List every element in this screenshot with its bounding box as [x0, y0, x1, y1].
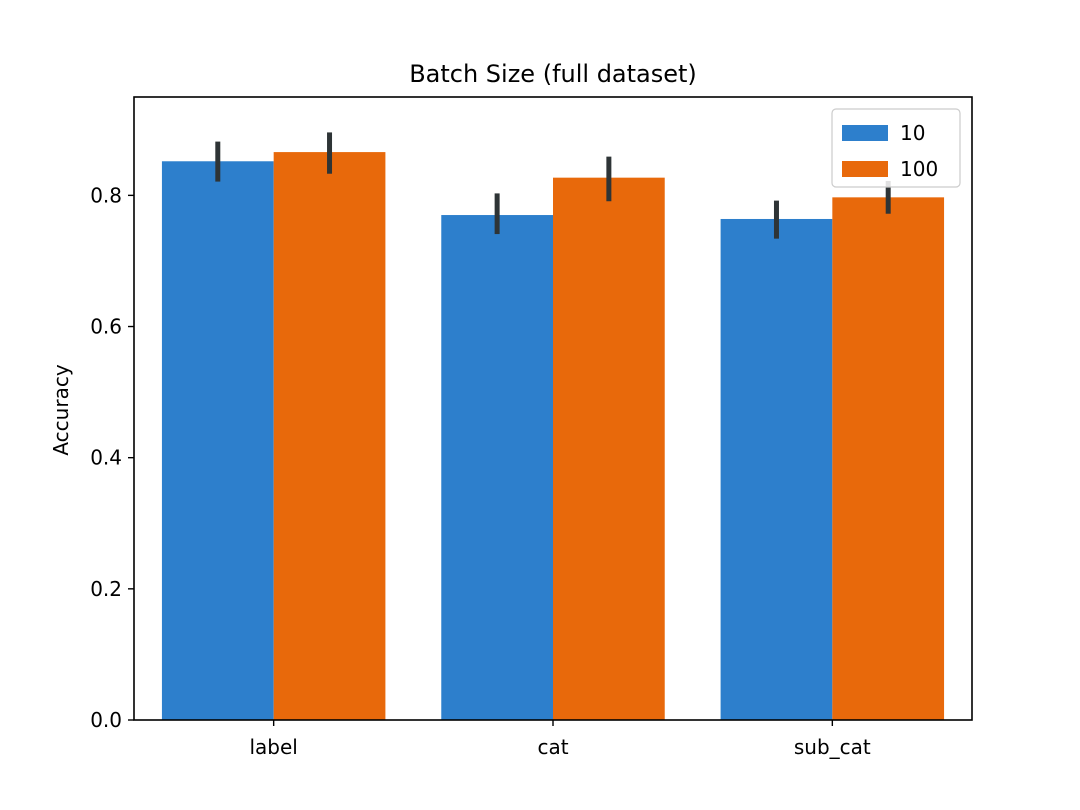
y-axis: 0.0 0.2 0.4 0.6 0.8 — [90, 183, 134, 732]
y-tick-label: 0.6 — [90, 315, 122, 339]
legend-label-100: 100 — [900, 157, 938, 181]
y-tick-label: 0.8 — [90, 183, 122, 207]
bar-label-series-100 — [273, 152, 386, 721]
x-axis: label cat sub_cat — [249, 720, 871, 759]
y-tick-label: 0.2 — [90, 577, 122, 601]
bar-sub_cat-series-100 — [832, 197, 945, 721]
x-tick-label: sub_cat — [794, 735, 871, 759]
errorbars-layer — [215, 132, 891, 239]
x-tick-label: label — [249, 735, 297, 759]
bar-cat-series-10 — [441, 215, 553, 721]
x-tick-label: cat — [537, 735, 568, 759]
legend-swatch-10 — [842, 125, 888, 141]
chart-title: Batch Size (full dataset) — [409, 60, 697, 88]
legend-swatch-100 — [842, 161, 888, 177]
bar-label-series-10 — [161, 161, 274, 720]
bar-cat-series-100 — [553, 177, 665, 720]
bar-sub_cat-series-10 — [720, 218, 833, 721]
y-tick-label: 0.4 — [90, 446, 122, 470]
bars-layer — [161, 152, 945, 721]
legend: 10 100 — [831, 108, 961, 188]
legend-label-10: 10 — [900, 121, 925, 145]
y-axis-label: Accuracy — [49, 364, 73, 455]
y-tick-label: 0.0 — [90, 708, 122, 732]
